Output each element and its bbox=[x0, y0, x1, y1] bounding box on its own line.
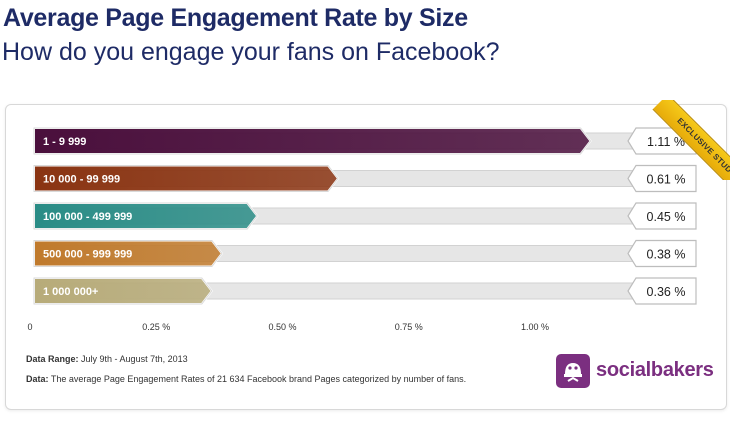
brand-name: socialbakers bbox=[596, 359, 714, 381]
bar-value-label: 1.11 % bbox=[647, 135, 685, 149]
chart-subtitle: How do you engage your fans on Facebook? bbox=[2, 38, 500, 66]
bar-value-label: 0.38 % bbox=[647, 248, 686, 262]
socialbakers-logo-icon bbox=[556, 354, 590, 388]
data-range-note: Data Range: July 9th - August 7th, 2013 bbox=[26, 354, 188, 364]
value-tag bbox=[627, 239, 697, 268]
bar-value-label: 0.61 % bbox=[647, 173, 686, 187]
bar bbox=[33, 277, 214, 305]
data-description-note: Data: The average Page Engagement Rates … bbox=[26, 374, 466, 384]
bar-value-label: 0.45 % bbox=[647, 210, 686, 224]
value-tag bbox=[627, 164, 697, 193]
x-tick-label: 0 bbox=[27, 322, 32, 332]
x-tick-label: 0.50 % bbox=[268, 322, 296, 332]
bar-category-label: 1 - 9 999 bbox=[43, 136, 86, 148]
x-tick-label: 0.25 % bbox=[142, 322, 170, 332]
bar bbox=[33, 164, 340, 193]
brand-logo: socialbakers bbox=[556, 354, 714, 392]
bar-outline bbox=[33, 240, 223, 267]
bar-outline bbox=[33, 202, 258, 230]
bar-category-label: 1 000 000+ bbox=[43, 286, 98, 298]
x-tick-label: 0.75 % bbox=[395, 322, 423, 332]
value-tag bbox=[627, 277, 697, 305]
bar-outline bbox=[33, 127, 592, 155]
bar bbox=[33, 202, 259, 230]
data-description-label: Data: bbox=[26, 374, 49, 384]
x-tick-label: 1.00 % bbox=[521, 322, 549, 332]
bar-category-label: 10 000 - 99 999 bbox=[43, 174, 120, 186]
bar-outline bbox=[33, 277, 213, 305]
data-range-label: Data Range: bbox=[26, 354, 79, 364]
exclusive-study-ribbon: EXCLUSIVE STUDY bbox=[650, 100, 730, 180]
bar-category-label: 500 000 - 999 999 bbox=[43, 249, 132, 261]
bar-category-label: 100 000 - 499 999 bbox=[43, 211, 132, 223]
bar bbox=[33, 239, 224, 268]
bar bbox=[33, 127, 592, 155]
bar-outline bbox=[33, 165, 339, 192]
bar-value-label: 0.36 % bbox=[647, 285, 686, 299]
value-tag bbox=[627, 202, 697, 230]
data-description-value: The average Page Engagement Rates of 21 … bbox=[50, 374, 467, 384]
ribbon-label: EXCLUSIVE STUDY bbox=[652, 100, 730, 180]
chart-title: Average Page Engagement Rate by Size bbox=[3, 4, 468, 32]
data-range-value: July 9th - August 7th, 2013 bbox=[81, 354, 188, 364]
